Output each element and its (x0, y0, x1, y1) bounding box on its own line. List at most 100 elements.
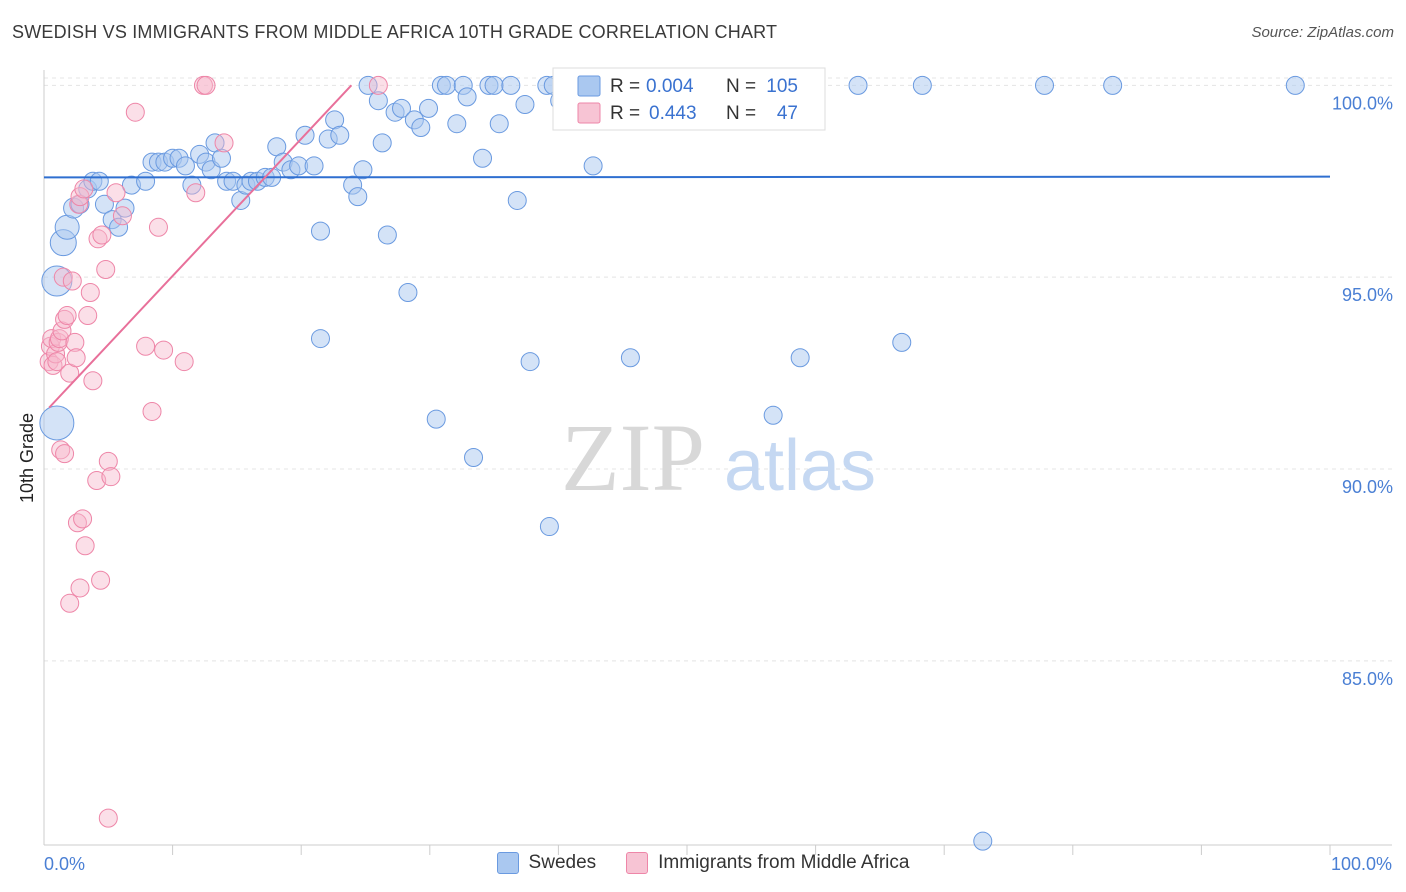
swedes-point (447, 114, 467, 134)
y-tick-label: 95.0% (1342, 285, 1393, 305)
middle-africa-point (60, 593, 80, 613)
watermark-atlas: atlas (724, 426, 876, 506)
middle-africa-legend-label: Immigrants from Middle Africa (658, 852, 910, 873)
middle-africa-point (142, 401, 162, 421)
middle-africa-point (57, 306, 77, 326)
middle-africa-point (66, 348, 86, 368)
trend-lines (43, 84, 1331, 409)
swedes-point (912, 75, 932, 95)
middle-africa-point (98, 451, 118, 471)
bottom-legend-middle-africa[interactable]: Immigrants from Middle Africa (626, 852, 909, 874)
swedes-point (109, 217, 129, 237)
x-tick-label-min: 0.0% (44, 854, 85, 874)
middle-africa-point (91, 570, 111, 590)
middle-africa-trend-line (48, 84, 353, 409)
swedes-point (392, 98, 412, 118)
swedes-point (489, 114, 509, 134)
middle-africa-point (62, 271, 82, 291)
middle-africa-point (186, 183, 206, 203)
middle-africa-point (51, 440, 71, 460)
swedes-point (437, 75, 457, 95)
middle-africa-swatch (626, 852, 649, 874)
x-ticks (172, 845, 1331, 855)
middle-africa-point (87, 471, 107, 491)
swedes-point (368, 91, 388, 111)
legend-r-value-2: 0.443 (649, 103, 697, 124)
middle-africa-point (214, 133, 234, 153)
swedes-point (501, 75, 521, 95)
legend-swatch-swedes (577, 75, 601, 97)
y-tick-label: 100.0% (1332, 93, 1393, 113)
middle-africa-point (106, 183, 126, 203)
swedes-point (539, 517, 559, 537)
watermark: ZIP atlas (561, 404, 876, 511)
swedes-point (330, 125, 350, 145)
middle-africa-point (148, 217, 168, 237)
swedes-point (464, 448, 484, 467)
middle-africa-point (46, 344, 66, 364)
middle-africa-point (69, 194, 89, 214)
y-tick-labels: 85.0% 90.0% 95.0% 100.0% (1332, 93, 1393, 688)
swedes-point (411, 118, 431, 138)
middle-africa-point (125, 102, 145, 122)
middle-africa-point (74, 179, 94, 199)
legend-n-label-2: N = (726, 103, 756, 124)
middle-africa-point (368, 75, 388, 95)
y-tick-label: 85.0% (1342, 669, 1393, 689)
middle-africa-point (154, 340, 174, 360)
swedes-point (973, 831, 993, 851)
middle-africa-point (52, 321, 72, 341)
swedes-point (473, 148, 493, 168)
swedes-point (54, 214, 80, 240)
stats-legend: R = 0.004 N = 105 R = 0.443 N = 47 (552, 67, 826, 131)
middle-africa-point (75, 536, 95, 556)
swedes-point (848, 75, 868, 95)
swedes-point (583, 156, 603, 176)
swedes-swatch (496, 852, 519, 874)
swedes-point (94, 194, 114, 214)
swedes-point (1103, 75, 1123, 95)
middle-africa-point (92, 225, 112, 245)
swedes-legend-label: Swedes (528, 852, 597, 873)
middle-africa-point (78, 306, 98, 326)
legend-n-value-2: 47 (777, 103, 798, 124)
swedes-point (304, 156, 324, 176)
swedes-point (377, 225, 397, 245)
x-tick-label-max: 100.0% (1331, 854, 1392, 874)
middle-africa-point (88, 229, 108, 249)
swedes-trend-line (43, 175, 1331, 179)
gridlines (44, 77, 1392, 662)
swedes-point (892, 332, 912, 352)
swedes-point (136, 171, 156, 191)
swedes-point (175, 156, 195, 176)
swedes-point (115, 198, 135, 218)
chart-title: SWEDISH VS IMMIGRANTS FROM MIDDLE AFRICA… (12, 22, 778, 42)
middle-africa-point (80, 283, 100, 303)
middle-africa-point (98, 808, 118, 828)
middle-africa-point (96, 260, 116, 280)
middle-africa-point (73, 509, 93, 529)
swedes-point (358, 75, 378, 95)
swedes-point (1035, 75, 1055, 95)
swedes-point (398, 283, 418, 303)
series-middle-africa-points (39, 75, 388, 828)
swedes-point (426, 409, 446, 429)
legend-n-label-1: N = (726, 76, 756, 97)
y-axis-label: 10th Grade (17, 413, 37, 503)
legend-n-value-1: 105 (766, 76, 798, 97)
legend-r-label-1: R = (610, 76, 640, 97)
source-label: Source: ZipAtlas.com (1251, 24, 1394, 41)
swedes-point (211, 148, 231, 168)
legend-swatch-middle-africa (577, 102, 601, 124)
middle-africa-point (55, 444, 75, 464)
swedes-point (348, 187, 368, 207)
legend-r-value-1: 0.004 (646, 76, 694, 97)
swedes-point (790, 348, 810, 368)
middle-africa-point (67, 513, 87, 533)
swedes-point (620, 348, 640, 368)
middle-africa-point (196, 75, 216, 95)
watermark-zip: ZIP (561, 404, 705, 511)
bottom-legend-swedes[interactable]: Swedes (496, 852, 597, 874)
swedes-point (419, 98, 439, 118)
